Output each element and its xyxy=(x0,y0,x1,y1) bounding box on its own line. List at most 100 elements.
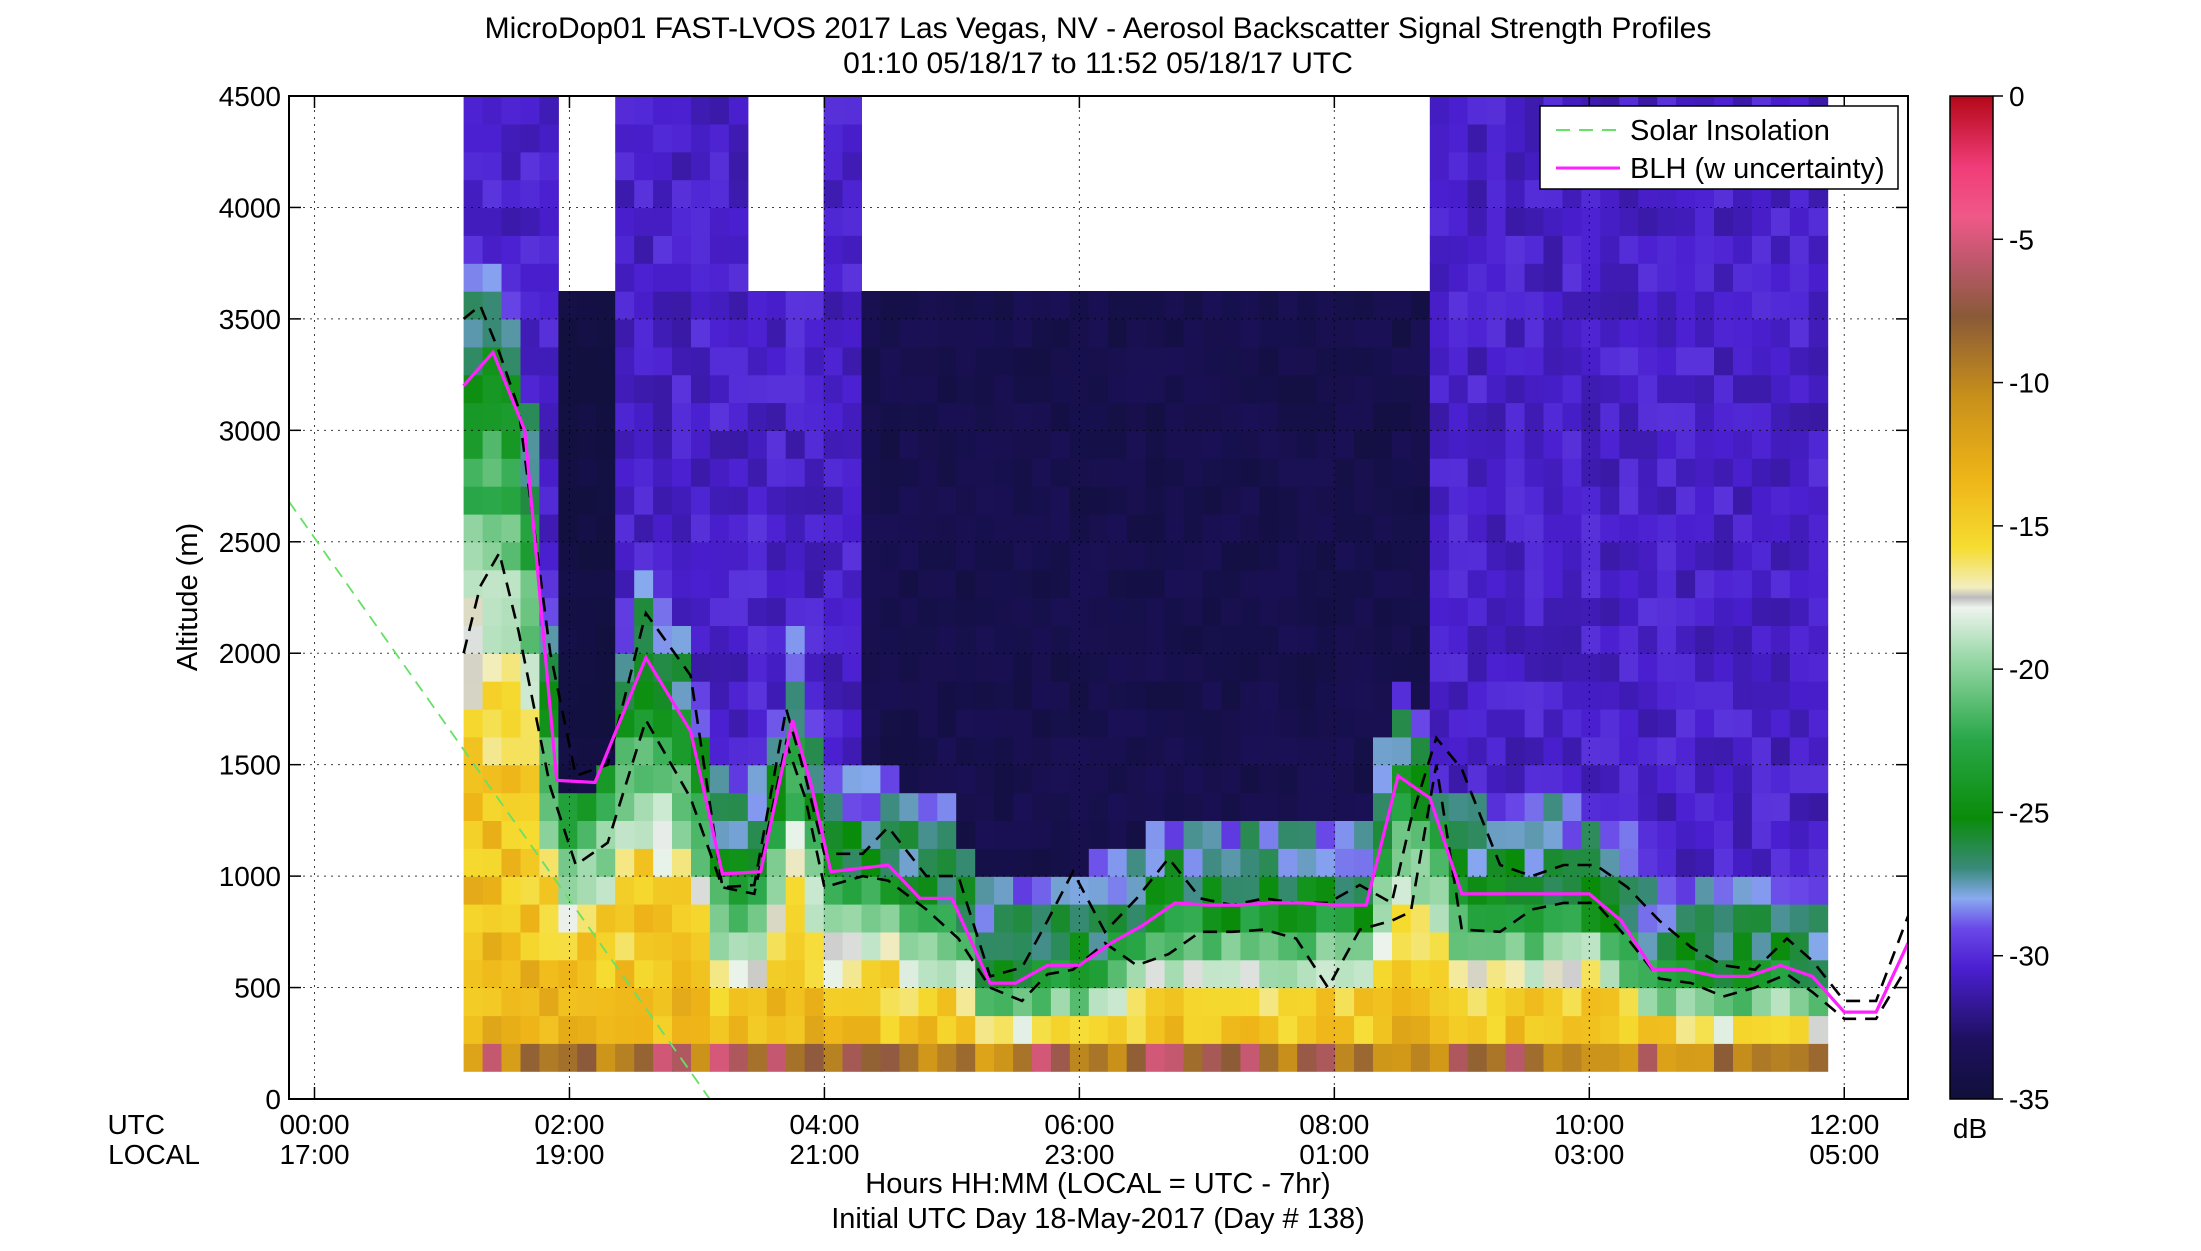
heatmap-cell xyxy=(1808,402,1829,431)
heatmap-cell xyxy=(880,318,900,348)
heatmap-cell xyxy=(747,625,768,654)
heatmap-cell xyxy=(1088,792,1109,821)
heatmap-cell xyxy=(615,486,635,515)
heatmap-cell xyxy=(1392,1015,1412,1044)
heatmap-cell xyxy=(747,792,768,821)
heatmap-cell xyxy=(709,263,730,292)
heatmap-cell xyxy=(1733,792,1753,821)
heatmap-cell xyxy=(634,625,654,654)
heatmap-cell xyxy=(1335,736,1355,766)
heatmap-cell xyxy=(1676,513,1696,543)
heatmap-cell xyxy=(691,291,711,320)
heatmap-cell xyxy=(1316,541,1336,571)
heatmap-cell xyxy=(1429,876,1450,905)
heatmap-cell xyxy=(747,402,768,431)
heatmap-cell xyxy=(709,513,730,543)
heatmap-cell xyxy=(1126,1043,1147,1072)
heatmap-cell xyxy=(1505,653,1526,682)
heatmap-cell xyxy=(785,513,806,543)
heatmap-cell xyxy=(918,820,938,849)
heatmap-cell xyxy=(1069,291,1090,320)
heatmap-cell xyxy=(994,374,1014,404)
heatmap-cell xyxy=(1448,541,1469,571)
heatmap-cell xyxy=(672,959,692,989)
heatmap-cell xyxy=(728,792,749,821)
heatmap-cell xyxy=(520,792,540,821)
heatmap-cell xyxy=(1600,569,1620,599)
heatmap-cell xyxy=(1259,848,1279,877)
heatmap-cell xyxy=(975,1043,995,1072)
heatmap-cell xyxy=(1657,625,1677,654)
heatmap-cell xyxy=(1676,764,1696,794)
heatmap-cell xyxy=(1695,1015,1715,1044)
heatmap-cell xyxy=(520,179,540,209)
heatmap-cell xyxy=(672,291,692,320)
heatmap-cell xyxy=(861,987,881,1017)
heatmap-cell xyxy=(1069,736,1090,766)
heatmap-cell xyxy=(501,291,521,320)
heatmap-cell xyxy=(1676,820,1696,849)
heatmap-cell xyxy=(1676,402,1696,431)
heatmap-cell xyxy=(918,876,938,905)
heatmap-cell xyxy=(1714,708,1734,738)
heatmap-cell xyxy=(1145,876,1166,905)
heatmap-cell xyxy=(463,151,484,181)
heatmap-cell xyxy=(1259,625,1279,654)
heatmap-cell xyxy=(994,346,1014,376)
heatmap-cell xyxy=(994,876,1014,905)
heatmap-cell xyxy=(634,458,654,487)
heatmap-cell xyxy=(709,235,730,264)
heatmap-cell xyxy=(653,681,673,710)
heatmap-cell xyxy=(691,1043,711,1072)
heatmap-cell xyxy=(1733,931,1753,961)
heatmap-cell xyxy=(1695,235,1715,264)
heatmap-cell xyxy=(804,291,825,320)
y-tick-label: 1000 xyxy=(219,861,281,892)
heatmap-cell xyxy=(1183,569,1204,599)
heatmap-cell xyxy=(1145,541,1166,571)
heatmap-cell xyxy=(937,708,957,738)
heatmap-cell xyxy=(1467,569,1488,599)
heatmap-cell xyxy=(1505,708,1526,738)
heatmap-cell xyxy=(937,318,957,348)
heatmap-cell xyxy=(766,318,787,348)
heatmap-cell xyxy=(482,569,503,599)
heatmap-cell xyxy=(1695,374,1715,404)
heatmap-cell xyxy=(1354,1043,1374,1072)
heatmap-cell xyxy=(1448,402,1469,431)
heatmap-cell xyxy=(653,820,673,849)
heatmap-cell xyxy=(596,374,616,404)
heatmap-cell xyxy=(1354,653,1374,682)
heatmap-cell xyxy=(1429,346,1450,376)
heatmap-cell xyxy=(861,346,881,376)
heatmap-cell xyxy=(1714,318,1734,348)
heatmap-cell xyxy=(1410,764,1431,794)
heatmap-cell xyxy=(1695,291,1715,320)
heatmap-cell xyxy=(1808,374,1829,404)
heatmap-cell xyxy=(653,987,673,1017)
heatmap-cell xyxy=(1562,848,1582,877)
heatmap-cell xyxy=(653,291,673,320)
heatmap-cell xyxy=(785,848,806,877)
heatmap-cell xyxy=(1657,820,1677,849)
heatmap-cell xyxy=(1354,486,1374,515)
heatmap-cell xyxy=(1486,151,1507,181)
heatmap-cell xyxy=(1240,792,1260,821)
heatmap-cell xyxy=(842,374,862,404)
heatmap-cell xyxy=(653,263,673,292)
heatmap-cell xyxy=(1600,402,1620,431)
heatmap-cell xyxy=(1467,541,1488,571)
heatmap-cell xyxy=(1335,597,1355,626)
heatmap-cell xyxy=(709,374,730,404)
heatmap-cell xyxy=(1789,318,1810,348)
heatmap-cell xyxy=(1543,1043,1563,1072)
heatmap-cell xyxy=(975,736,995,766)
heatmap-cell xyxy=(558,625,578,654)
heatmap-cell xyxy=(615,235,635,264)
heatmap-cell xyxy=(1335,346,1355,376)
heatmap-cell xyxy=(615,179,635,209)
heatmap-cell xyxy=(1221,458,1241,487)
heatmap-cell xyxy=(1183,736,1204,766)
heatmap-cell xyxy=(1429,374,1450,404)
heatmap-cell xyxy=(785,931,806,961)
